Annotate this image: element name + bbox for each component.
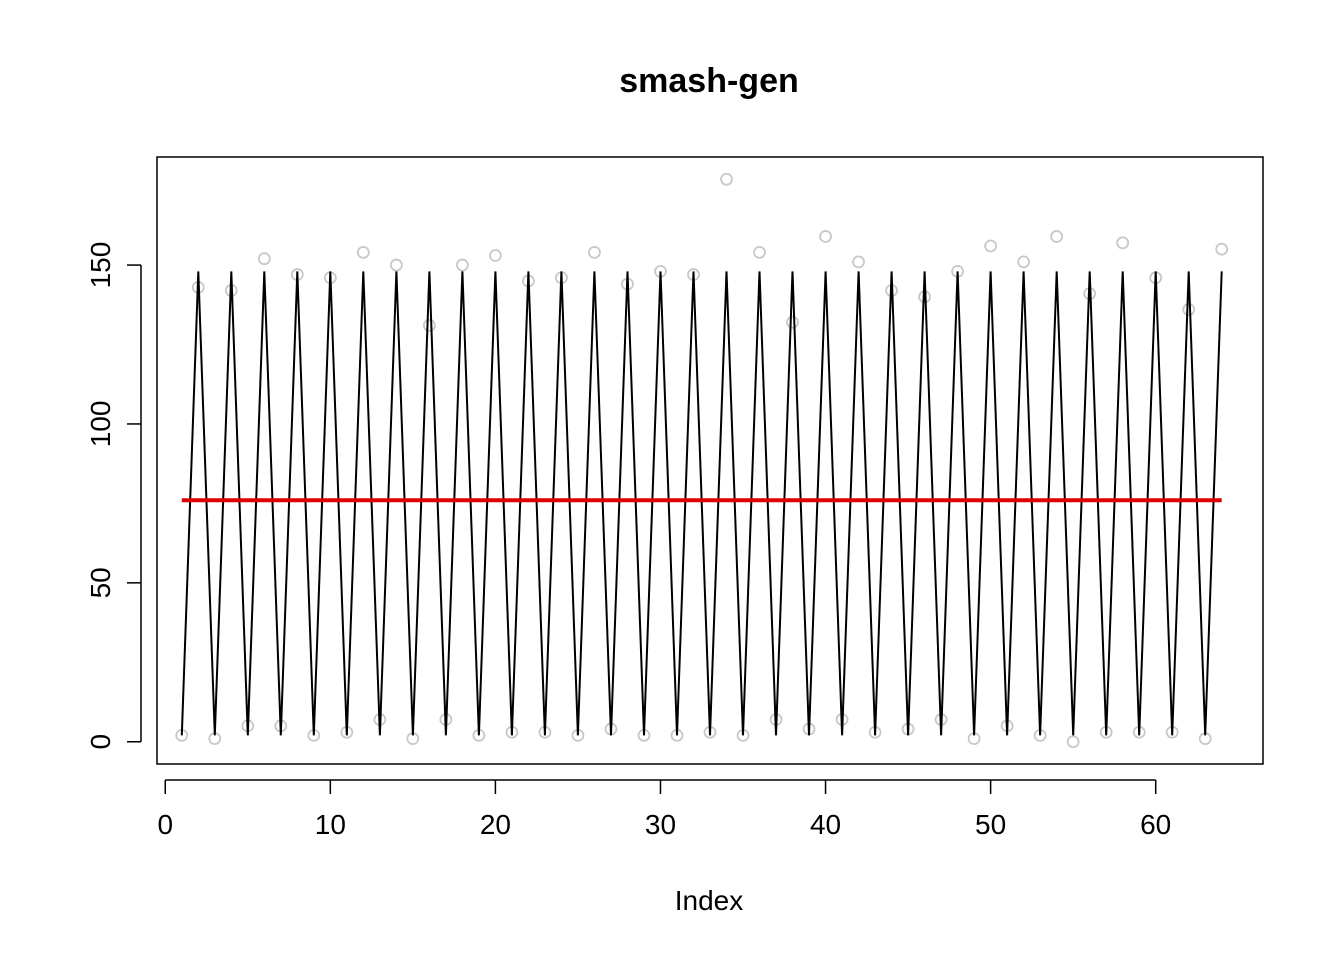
plot-frame — [156, 156, 1264, 765]
x-axis: 0 10 20 30 40 50 60 — [157, 779, 1171, 840]
x-tick-label: 40 — [810, 809, 841, 840]
data-point — [588, 245, 601, 259]
data-point — [1182, 303, 1196, 316]
data-point — [455, 258, 469, 272]
data-point — [720, 172, 733, 186]
chart-title: smash-gen — [619, 62, 799, 100]
data-point — [984, 239, 998, 253]
x-tick-label: 0 — [157, 809, 173, 840]
y-tick-label: 50 — [85, 567, 116, 598]
x-axis-label: Index — [675, 885, 744, 916]
data-point — [422, 319, 436, 332]
x-tick-label: 20 — [480, 809, 511, 840]
fitted-line — [180, 271, 1223, 736]
data-point — [1116, 236, 1130, 250]
x-tick-label: 60 — [1140, 809, 1171, 840]
data-point — [1050, 230, 1064, 243]
y-tick-label: 100 — [85, 401, 116, 448]
data-point — [257, 252, 271, 266]
y-tick-label: 150 — [85, 242, 116, 289]
y-axis: 0 50 100 150 — [85, 242, 142, 750]
y-tick-label: 0 — [85, 734, 116, 750]
x-tick-label: 50 — [975, 809, 1006, 840]
data-point — [1017, 255, 1031, 269]
data-point — [753, 245, 766, 259]
data-point — [852, 255, 865, 269]
data-point — [356, 245, 370, 259]
data-point — [819, 230, 832, 243]
data-point — [786, 315, 799, 329]
data-point — [1066, 735, 1080, 749]
x-tick-label: 30 — [645, 809, 676, 840]
x-tick-label: 10 — [315, 809, 346, 840]
data-point — [1215, 242, 1229, 256]
data-point — [489, 249, 502, 262]
series-layer — [175, 172, 1229, 749]
data-point — [389, 258, 403, 272]
